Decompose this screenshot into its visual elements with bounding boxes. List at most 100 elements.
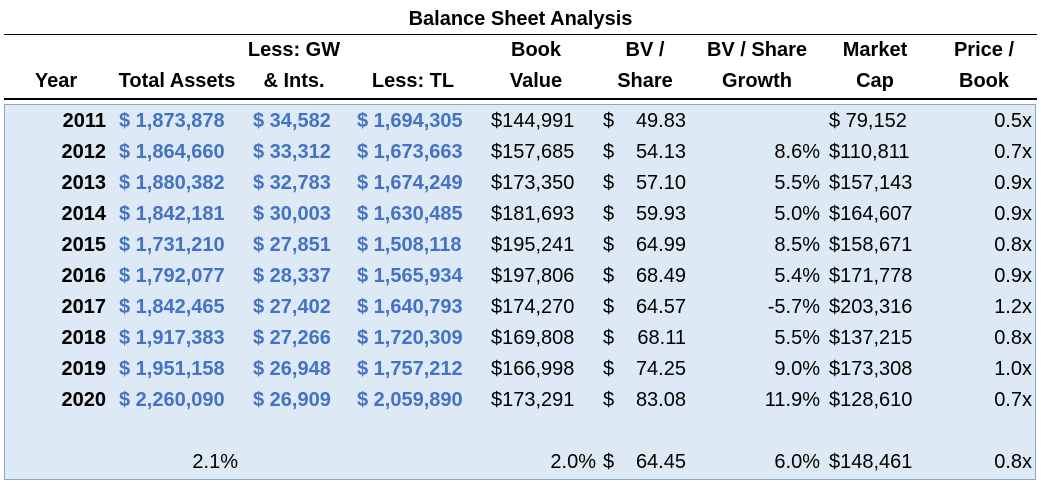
header-less-gw-line2: & Ints. [263,70,325,92]
bv-share-currency: $ [603,265,615,287]
market-cap-cell: $171,778 [829,265,913,287]
market-cap-cell: $157,143 [829,172,913,194]
book-value-cell: $197,806 [491,265,575,287]
market-cap-cell: $173,308 [829,358,913,380]
book-value-cell: $174,270 [491,296,575,318]
total-assets-cell: $ 1,864,660 [119,141,225,163]
bv-share-cell: 83.08 [635,389,686,411]
market-cap-cell: $137,215 [829,327,913,349]
less-gw-cell: $ 27,402 [253,296,331,318]
price-book-cell: 0.8x [994,327,1032,349]
less-gw-cell: $ 32,783 [253,172,331,194]
less-tl-cell: $ 1,630,485 [357,203,463,225]
summary-growth: 6.0% [774,451,820,473]
less-gw-cell: $ 27,851 [253,234,331,256]
price-book-cell: 0.7x [994,389,1032,411]
total-assets-cell: $ 1,951,158 [119,358,225,380]
table-row: 2014 $ 1,842,181 $ 30,003 $ 1,630,485 $181,6… [0,199,1041,230]
less-tl-cell: $ 1,565,934 [357,265,463,287]
bv-share-currency: $ [603,172,615,194]
year-cell: 2014 [61,203,107,225]
bv-share-currency: $ [603,203,615,225]
growth-cell: 5.0% [774,203,820,225]
table-row: 2015 $ 1,731,210 $ 27,851 $ 1,508,118 $195,2… [0,230,1041,261]
growth-cell: 8.6% [774,141,820,163]
bv-share-currency: $ [603,141,615,163]
bv-share-cell: 64.57 [635,296,686,318]
table-row: 2018 $ 1,917,383 $ 27,266 $ 1,720,309 $169,8… [0,323,1041,354]
market-cap-cell: $203,316 [829,296,913,318]
less-gw-cell: $ 26,909 [253,389,331,411]
bv-share-cell: 59.93 [635,203,686,225]
bv-share-cell: 68.49 [635,265,686,287]
year-cell: 2018 [61,327,107,349]
table-row: 2012 $ 1,864,660 $ 33,312 $ 1,673,663 $157,6… [0,137,1041,168]
less-tl-cell: $ 1,674,249 [357,172,463,194]
year-cell: 2012 [61,141,107,163]
year-cell: 2011 [62,110,106,132]
market-cap-cell: $ 79,152 [829,110,907,132]
market-cap-cell: $164,607 [829,203,913,225]
table-title: Balance Sheet Analysis [408,8,633,30]
table-row: 2019 $ 1,951,158 $ 26,948 $ 1,757,212 $166,9… [0,354,1041,385]
less-tl-cell: $ 2,059,890 [357,389,463,411]
header-market-cap-line2: Cap [856,70,894,92]
price-book-cell: 0.9x [994,265,1032,287]
less-gw-cell: $ 30,003 [253,203,331,225]
book-value-cell: $144,991 [491,110,575,132]
less-tl-cell: $ 1,640,793 [357,296,463,318]
market-cap-cell: $158,671 [829,234,913,256]
growth-cell: 8.5% [774,234,820,256]
bv-share-cell: 64.99 [635,234,686,256]
less-gw-cell: $ 27,266 [253,327,331,349]
summary-total-assets: 2.1% [192,451,238,473]
bv-share-cell: 57.10 [635,172,686,194]
less-tl-cell: $ 1,757,212 [357,358,463,380]
table-row: 2013 $ 1,880,382 $ 32,783 $ 1,674,249 $173,3… [0,168,1041,199]
total-assets-cell: $ 1,873,878 [119,110,225,132]
header-less-tl: Less: TL [371,70,455,92]
book-value-cell: $157,685 [491,141,575,163]
header-divider [4,98,1037,100]
book-value-cell: $169,808 [491,327,575,349]
summary-row: 2.1% 2.0% $ 64.45 6.0% $148,461 0.8x [0,447,1041,478]
header-price-book-line2: Book [959,70,1009,92]
bv-share-currency: $ [603,389,615,411]
growth-cell: 5.5% [774,172,820,194]
bv-share-cell: 49.83 [635,110,686,132]
header-price-book-line1: Price / [953,39,1015,61]
growth-cell: -5.7% [767,296,820,318]
total-assets-cell: $ 1,842,181 [119,203,225,225]
table-row: 2017 $ 1,842,465 $ 27,402 $ 1,640,793 $174,2… [0,292,1041,323]
year-cell: 2017 [61,296,107,318]
growth-cell: 9.0% [774,358,820,380]
total-assets-cell: $ 1,880,382 [119,172,225,194]
summary-bv-share-currency: $ [603,451,615,473]
book-value-cell: $166,998 [491,358,575,380]
book-value-cell: $195,241 [491,234,575,256]
book-value-cell: $173,291 [491,389,575,411]
price-book-cell: 0.5x [994,110,1032,132]
bv-share-cell: 68.11 [637,327,686,349]
summary-market-cap: $148,461 [829,451,913,473]
header-growth-line1: BV / Share [706,39,808,61]
table-row: 2011 $ 1,873,878 $ 34,582 $ 1,694,305 $144,9… [0,106,1041,137]
growth-cell: 5.5% [774,327,820,349]
header-year: Year [34,70,78,92]
header-total-assets: Total Assets [118,70,236,92]
total-assets-cell: $ 2,260,090 [119,389,225,411]
year-cell: 2015 [61,234,107,256]
total-assets-cell: $ 1,842,465 [119,296,225,318]
bv-share-cell: 74.25 [635,358,686,380]
year-cell: 2020 [61,389,107,411]
less-gw-cell: $ 28,337 [253,265,331,287]
summary-price-book: 0.8x [994,451,1032,473]
summary-bv-share: 64.45 [635,451,686,473]
price-book-cell: 0.9x [994,203,1032,225]
table-body [4,104,1036,480]
total-assets-cell: $ 1,792,077 [119,265,225,287]
book-value-cell: $173,350 [491,172,575,194]
less-tl-cell: $ 1,694,305 [357,110,463,132]
price-book-cell: 0.8x [994,234,1032,256]
total-assets-cell: $ 1,917,383 [119,327,225,349]
